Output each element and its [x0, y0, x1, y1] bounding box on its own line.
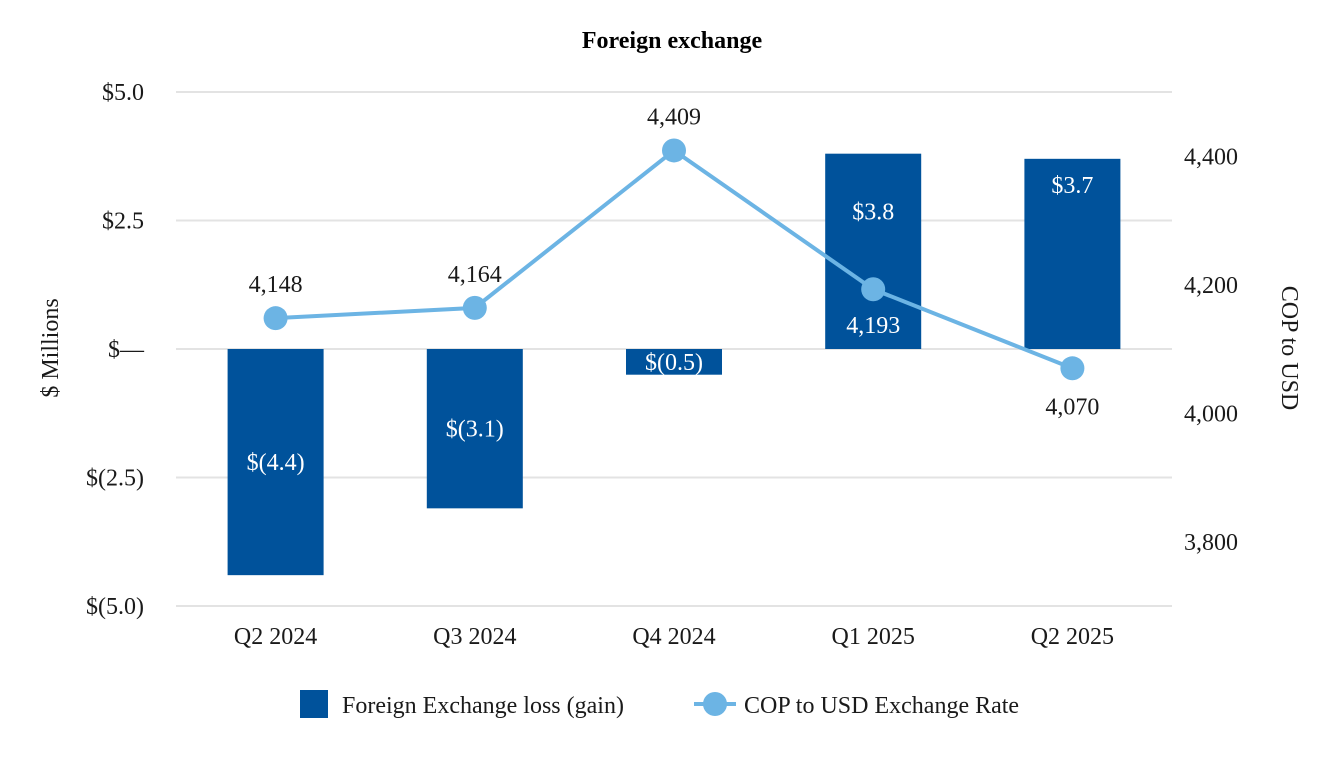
bar-data-label: $(4.4)	[247, 450, 305, 476]
bar	[426, 349, 523, 509]
exchange-rate-line	[275, 147, 1074, 371]
y2-axis-title: COP to USD	[1276, 286, 1302, 410]
y2-tick-label: 4,400	[1184, 144, 1238, 170]
exchange-rate-point	[1060, 356, 1085, 381]
x-tick-label: Q2 2024	[234, 624, 317, 650]
point-data-label: 4,070	[1045, 394, 1099, 420]
bar	[825, 153, 922, 349]
chart-title: Foreign exchange	[582, 28, 763, 54]
x-tick-label: Q1 2025	[832, 624, 915, 650]
legend: Foreign Exchange loss (gain) COP to USD …	[300, 690, 1019, 719]
bar-data-label: $(0.5)	[645, 350, 703, 376]
bar-data-label: $3.8	[852, 199, 894, 225]
y-tick-label: $2.5	[102, 209, 144, 235]
bar	[626, 349, 722, 375]
legend-label-line: COP to USD Exchange Rate	[744, 693, 1019, 719]
exchange-rate-point	[462, 295, 487, 320]
exchange-rate-point	[263, 306, 288, 331]
legend-swatch-bar	[300, 690, 328, 718]
y2-tick-label: 3,800	[1184, 530, 1238, 556]
y-tick-label: $(5.0)	[86, 594, 144, 620]
data-labels: $(4.4) $(3.1) $(0.5) $3.8 $3.7 4,148 4,164 4,40…	[247, 104, 1100, 476]
x-tick-label: Q3 2024	[433, 624, 516, 650]
point-data-label: 4,409	[647, 104, 701, 130]
legend-swatch-marker	[703, 692, 727, 716]
y-tick-label: $5.0	[102, 80, 144, 106]
x-tick-label: Q4 2024	[632, 624, 715, 650]
legend-label-bar: Foreign Exchange loss (gain)	[342, 693, 624, 719]
y-tick-label: $(2.5)	[86, 466, 144, 492]
y-axis-left-ticks: $5.0 $2.5 $— $(2.5) $(5.0)	[86, 80, 145, 620]
y-axis-right-ticks: 4,400 4,200 4,000 3,800	[1184, 144, 1238, 556]
bar-data-label: $(3.1)	[446, 417, 504, 443]
point-data-label: 4,164	[448, 262, 502, 288]
x-axis-ticks: Q2 2024 Q3 2024 Q4 2024 Q1 2025 Q2 2025	[234, 624, 1114, 650]
point-data-label: 4,148	[249, 272, 303, 298]
bar-data-label: $3.7	[1051, 173, 1093, 199]
bar-series	[227, 153, 1121, 576]
y-axis-title: $ Millions	[38, 298, 64, 397]
line-series	[263, 138, 1085, 381]
x-tick-label: Q2 2025	[1031, 624, 1114, 650]
y2-tick-label: 4,200	[1184, 273, 1238, 299]
y2-tick-label: 4,000	[1184, 401, 1238, 427]
point-data-label: 4,193	[846, 313, 900, 339]
bar	[227, 349, 324, 576]
exchange-rate-point	[662, 138, 686, 163]
y-tick-label: $—	[108, 337, 145, 363]
exchange-rate-point	[861, 277, 886, 302]
bar	[1024, 158, 1121, 349]
